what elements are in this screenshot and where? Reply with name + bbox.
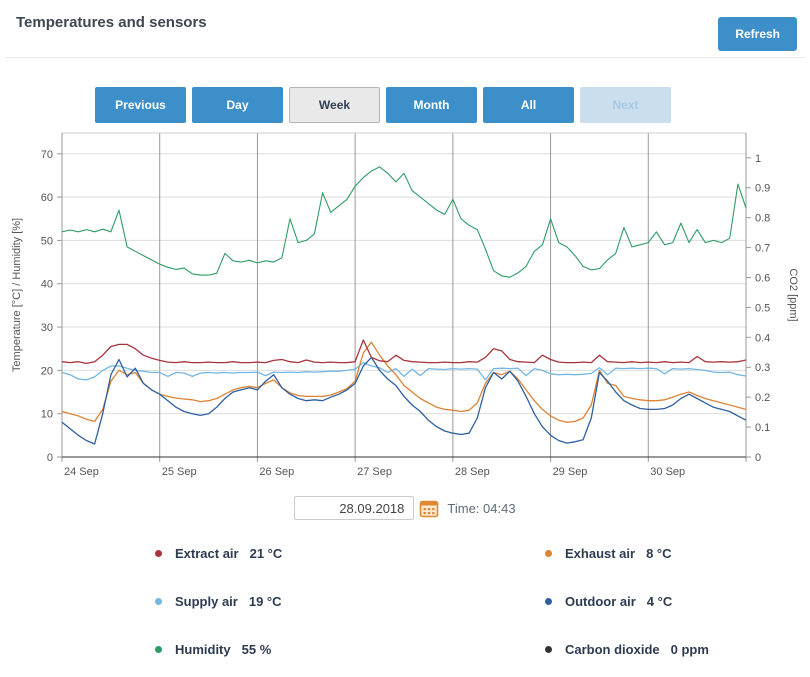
legend-name: Humidity: [175, 642, 231, 657]
legend-value: 21 °C: [249, 546, 283, 561]
svg-text:20: 20: [41, 365, 53, 377]
svg-text:1: 1: [755, 153, 761, 165]
refresh-button[interactable]: Refresh: [718, 17, 797, 51]
svg-text:0: 0: [47, 452, 53, 464]
carbon-dioxide-dot-icon: [545, 646, 552, 653]
svg-text:27 Sep: 27 Sep: [357, 466, 392, 478]
svg-text:0.8: 0.8: [755, 213, 770, 225]
legend-name: Extract air: [175, 546, 239, 561]
legend-item-humidity: Humidity 55 %: [155, 642, 545, 657]
legend-value: 19 °C: [248, 594, 282, 609]
svg-text:30 Sep: 30 Sep: [650, 466, 685, 478]
date-bar: Time: 04:43: [0, 496, 810, 520]
svg-text:26 Sep: 26 Sep: [259, 466, 294, 478]
svg-text:Temperature [°C] / Humidity [%: Temperature [°C] / Humidity [%]: [11, 218, 23, 372]
legend-item-exhaust-air: Exhaust air 8 °C: [545, 546, 810, 561]
humidity-dot-icon: [155, 646, 162, 653]
svg-text:50: 50: [41, 235, 53, 247]
exhaust-air-dot-icon: [545, 550, 552, 557]
svg-text:CO2 [ppm]: CO2 [ppm]: [787, 268, 799, 321]
svg-text:40: 40: [41, 279, 53, 291]
sensor-chart: 0 10 20 30 40 50 60 70 0 0.1 0.2 0.3 0.4 0.5 0.6 0.7 0.8…: [8, 125, 810, 490]
previous-button[interactable]: Previous: [95, 87, 186, 123]
next-button[interactable]: Next: [580, 87, 671, 123]
legend-name: Supply air: [175, 594, 238, 609]
svg-text:60: 60: [41, 192, 53, 204]
svg-text:25 Sep: 25 Sep: [162, 466, 197, 478]
legend-value: 8 °C: [646, 546, 672, 561]
range-toolbar: Previous Day Week Month All Next: [95, 87, 810, 123]
svg-text:0: 0: [755, 452, 761, 464]
calendar-icon[interactable]: [419, 499, 439, 518]
legend-value: 55 %: [241, 642, 272, 657]
header-divider: [5, 57, 805, 58]
all-button[interactable]: All: [483, 87, 574, 123]
svg-text:0.2: 0.2: [755, 392, 770, 404]
svg-text:0.6: 0.6: [755, 272, 770, 284]
time-label: Time: 04:43: [447, 500, 516, 516]
svg-text:24 Sep: 24 Sep: [64, 466, 99, 478]
svg-text:0.1: 0.1: [755, 422, 770, 434]
date-input[interactable]: [294, 496, 415, 520]
outdoor-air-dot-icon: [545, 598, 552, 605]
legend-name: Carbon dioxide: [565, 642, 660, 657]
svg-text:30: 30: [41, 322, 53, 334]
svg-text:28 Sep: 28 Sep: [455, 466, 490, 478]
legend: Extract air 21 °C Exhaust air 8 °C Suppl…: [0, 546, 810, 657]
supply-air-dot-icon: [155, 598, 162, 605]
legend-value: 4 °C: [646, 594, 673, 609]
svg-text:29 Sep: 29 Sep: [553, 466, 588, 478]
svg-text:70: 70: [41, 149, 53, 161]
legend-item-carbon-dioxide: Carbon dioxide 0 ppm: [545, 642, 810, 657]
svg-text:0.9: 0.9: [755, 183, 770, 195]
page-title: Temperatures and sensors: [16, 14, 207, 31]
svg-text:0.5: 0.5: [755, 302, 770, 314]
svg-text:0.3: 0.3: [755, 362, 770, 374]
legend-name: Outdoor air: [565, 594, 636, 609]
svg-text:0.4: 0.4: [755, 332, 770, 344]
day-button[interactable]: Day: [192, 87, 283, 123]
legend-value: 0 ppm: [670, 642, 709, 657]
legend-item-supply-air: Supply air 19 °C: [155, 594, 545, 609]
week-button[interactable]: Week: [289, 87, 380, 123]
month-button[interactable]: Month: [386, 87, 477, 123]
legend-name: Exhaust air: [565, 546, 636, 561]
svg-text:0.7: 0.7: [755, 243, 770, 255]
svg-text:10: 10: [41, 409, 53, 421]
extract-air-dot-icon: [155, 550, 162, 557]
legend-item-extract-air: Extract air 21 °C: [155, 546, 545, 561]
page-header: Temperatures and sensors Refresh: [0, 0, 810, 57]
legend-item-outdoor-air: Outdoor air 4 °C: [545, 594, 810, 609]
